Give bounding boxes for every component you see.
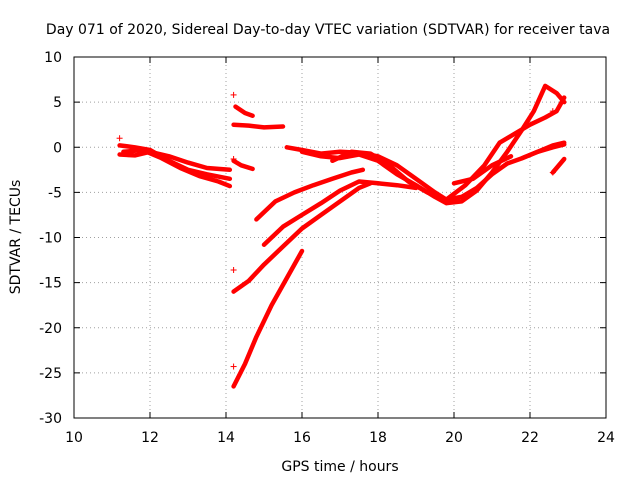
y-tick-label: -20 [39,321,62,337]
series-trace-16 [550,156,567,175]
x-tick-label: 12 [141,430,159,446]
series-trace-8 [231,248,305,389]
y-tick-label: -25 [39,366,62,382]
series-trace-7 [231,181,373,294]
x-tick-label: 20 [445,430,463,446]
series-trace-15 [520,140,567,161]
series-trace-9 [261,179,419,247]
series-trace-4 [231,158,255,172]
x-tick-label: 22 [521,430,539,446]
y-tick-label: -5 [48,185,62,201]
series-trace-13 [330,95,567,202]
y-tick-label: -15 [39,276,62,292]
chart-title: Day 071 of 2020, Sidereal Day-to-day VTE… [46,22,610,38]
data-point [549,169,556,176]
series-trace-12 [299,83,567,206]
data-points [116,91,556,370]
series-trace-3 [117,149,233,173]
data-traces [117,83,567,389]
plot-frame [73,56,607,419]
data-point [230,266,237,273]
y-tick-label: 5 [53,95,62,111]
grid [74,57,606,418]
series-trace-6 [231,122,286,130]
series-trace-5 [233,104,255,118]
y-tick-label: -30 [39,411,62,427]
y-tick-label: -10 [39,231,62,247]
axis-ticks: 10 12 14 16 18 20 22 24 -30 -25 -20 -15 -10 -5 0 5 10 [39,50,615,446]
data-point [549,108,556,115]
x-tick-label: 14 [217,430,235,446]
series-trace-10 [254,167,366,222]
y-tick-label: 0 [53,140,62,156]
x-tick-label: 10 [65,430,83,446]
x-tick-label: 24 [597,430,615,446]
y-tick-label: 10 [44,50,62,66]
data-point [230,363,237,370]
data-point [116,135,123,142]
y-axis-label: SDTVAR / TECUs [8,180,24,295]
x-tick-label: 16 [293,430,311,446]
data-point [230,155,237,162]
x-axis-label: GPS time / hours [281,459,398,475]
series-trace-2 [121,147,233,189]
x-tick-label: 18 [369,430,387,446]
series-trace-14 [451,154,514,186]
data-point [230,91,237,98]
